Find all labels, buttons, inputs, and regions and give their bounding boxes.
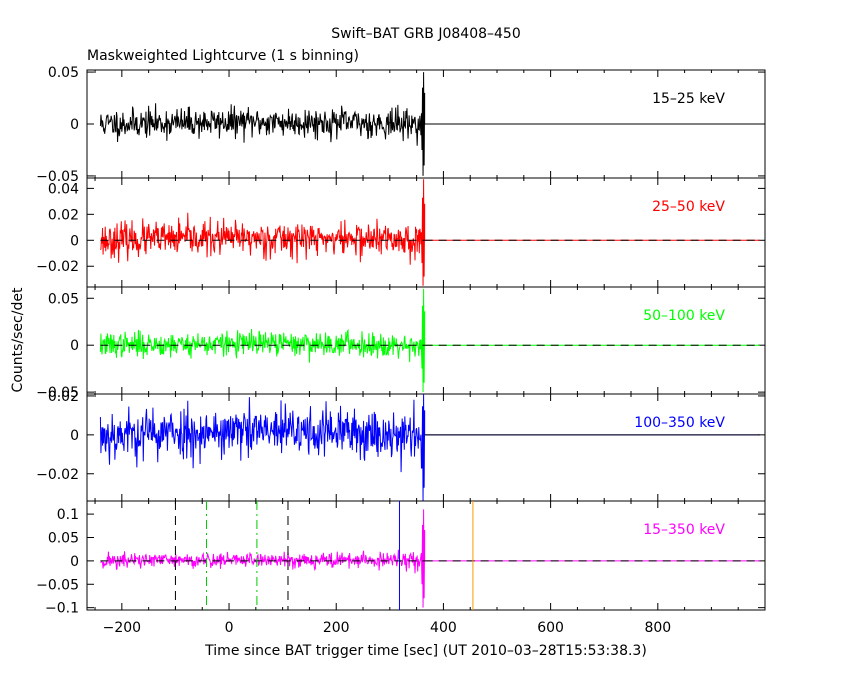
y-tick-label: 0.05 xyxy=(48,291,79,307)
x-axis-label: Time since BAT trigger time [sec] (UT 20… xyxy=(204,643,647,659)
series-line xyxy=(99,72,426,176)
panel-frame xyxy=(86,177,766,288)
y-tick-label: −0.05 xyxy=(36,385,79,401)
panel-5: −0.1 −0.05 0 0.05 0.1 15–350 keV xyxy=(36,500,766,617)
panel-label: 15–350 keV xyxy=(643,522,725,538)
y-tick-label: 0.1 xyxy=(57,507,79,523)
y-tick-label: 0.02 xyxy=(48,207,79,223)
y-tick-label: 0 xyxy=(70,338,79,354)
y-tick-label: 0.05 xyxy=(48,65,79,81)
panel-label: 50–100 keV xyxy=(643,308,725,324)
x-tick-label: 800 xyxy=(644,620,671,636)
panel-label: 100–350 keV xyxy=(634,415,725,431)
panel-label: 25–50 keV xyxy=(652,199,725,215)
x-tick-label: 0 xyxy=(225,620,234,636)
panel-4: −0.02 0 0.02 100–350 keV xyxy=(36,389,766,502)
panel-3: −0.05 0 0.05 50–100 keV xyxy=(36,286,766,401)
y-tick-label: −0.1 xyxy=(45,601,79,617)
series-line xyxy=(100,179,426,286)
y-tick-label: 0 xyxy=(70,428,79,444)
x-tick-label: 400 xyxy=(430,620,457,636)
y-tick-label: −0.02 xyxy=(36,259,79,275)
y-tick-label: 0.05 xyxy=(48,530,79,546)
panel-frame xyxy=(86,286,766,395)
y-tick-label: −0.05 xyxy=(36,169,79,185)
y-tick-label: 0 xyxy=(70,233,79,249)
series-line xyxy=(100,509,426,608)
panel-1: −0.05 0 0.05 15–25 keV xyxy=(36,65,766,185)
panel-frame xyxy=(86,393,766,502)
y-axis-label: Counts/sec/det xyxy=(10,287,26,392)
y-tick-label: 0.02 xyxy=(48,389,79,405)
chart-subtitle: Maskweighted Lightcurve (1 s binning) xyxy=(87,48,359,64)
panel-2: −0.02 0 0.02 0.04 25–50 keV xyxy=(36,177,766,288)
panel-label: 15–25 keV xyxy=(652,91,725,107)
panel-frame xyxy=(86,500,766,611)
y-tick-label: −0.05 xyxy=(36,577,79,593)
x-tick-label: 600 xyxy=(537,620,564,636)
series-line xyxy=(99,288,426,393)
panels-group: −0.05 0 0.05 15–25 keV −0.02 0 0.02 0.04 25–50 k… xyxy=(36,65,766,636)
x-tick-label: 200 xyxy=(323,620,350,636)
series-line xyxy=(99,393,426,502)
y-tick-label: −0.02 xyxy=(36,467,79,483)
chart-title: Swift–BAT GRB J08408–450 xyxy=(331,26,521,42)
y-tick-label: 0 xyxy=(70,117,79,133)
x-tick-label: −200 xyxy=(103,620,141,636)
y-tick-label: 0.04 xyxy=(48,181,79,197)
y-tick-label: 0 xyxy=(70,554,79,570)
